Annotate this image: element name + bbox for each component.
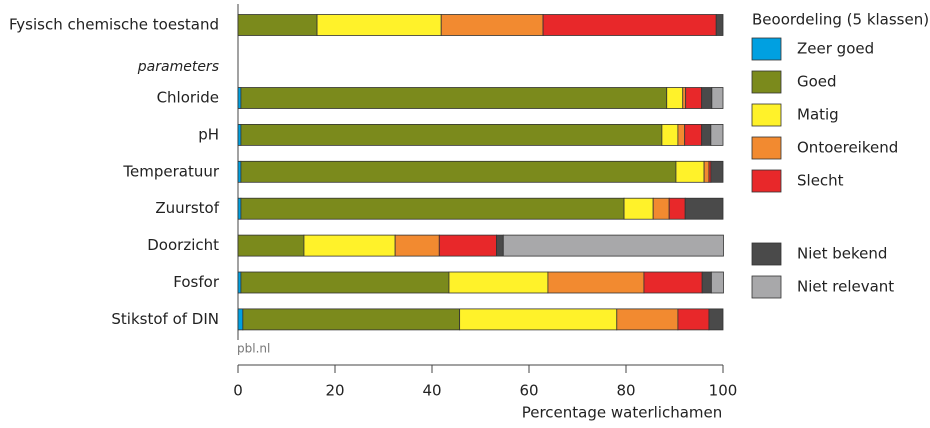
bar-segment xyxy=(677,124,686,146)
y-tick-label: pH xyxy=(198,125,219,143)
x-tick-label: 60 xyxy=(519,382,538,400)
legend-title: Beoordeling (5 klassen) xyxy=(752,11,929,29)
legend-label: Niet relevant xyxy=(797,278,894,296)
x-tick-label: 100 xyxy=(709,382,738,400)
x-tick-label: 0 xyxy=(233,382,243,400)
bar-segment xyxy=(710,124,724,146)
bar-segment xyxy=(502,234,724,257)
section-label: parameters xyxy=(137,59,219,75)
bar-segment xyxy=(448,271,549,294)
bar-segment xyxy=(685,87,703,109)
bar-segment xyxy=(701,271,712,294)
bar-segment xyxy=(710,160,724,183)
bar-segment xyxy=(715,14,724,36)
x-tick-label: 40 xyxy=(422,382,441,400)
bar-segment xyxy=(668,197,686,220)
bar-segment xyxy=(684,124,703,146)
bar-segment xyxy=(652,197,670,220)
legend-swatch xyxy=(751,37,782,61)
bar-segment xyxy=(459,308,618,331)
legend-label: Goed xyxy=(797,73,837,91)
bar-segment xyxy=(242,308,461,331)
x-tick-label: 20 xyxy=(325,382,344,400)
legend-label: Matig xyxy=(797,106,839,124)
legend-swatch xyxy=(751,242,782,266)
bar-segment xyxy=(240,271,450,294)
source: pbl.nl xyxy=(237,342,270,356)
x-axis-title: Percentage waterlichamen xyxy=(522,404,723,422)
bar-segment xyxy=(237,308,244,331)
y-tick-label: Fosfor xyxy=(173,273,220,291)
bar-segment xyxy=(237,124,242,146)
legend-label: Ontoereikend xyxy=(797,139,898,157)
bar-segment xyxy=(708,308,724,331)
y-tick-label: Temperatuur xyxy=(122,162,219,180)
legend-label: Zeer goed xyxy=(797,40,874,58)
bar-segment xyxy=(240,124,663,146)
bar-segment xyxy=(394,234,440,257)
bar-segment xyxy=(623,197,654,220)
bar-segment xyxy=(240,87,668,109)
legend-swatch xyxy=(751,70,782,94)
x-tick-label: 80 xyxy=(616,382,635,400)
bar-segment xyxy=(710,271,724,294)
legend-label: Slecht xyxy=(797,172,844,190)
bar-segment xyxy=(240,197,625,220)
bar-segment xyxy=(496,234,504,257)
bar-segment xyxy=(701,124,712,146)
bar-segment xyxy=(547,271,645,294)
bar-segment xyxy=(240,160,677,183)
bar-segment xyxy=(661,124,679,146)
legend-swatch xyxy=(751,275,782,299)
bar-segment xyxy=(711,87,724,109)
y-tick-label: Zuurstof xyxy=(155,199,219,217)
bar-segment xyxy=(703,160,710,183)
y-tick-label: Chloride xyxy=(157,89,219,107)
y-tick-label: Fysisch chemische toestand xyxy=(9,16,219,34)
legend-swatch xyxy=(751,136,782,160)
bar-segment xyxy=(237,14,318,36)
legend-swatch xyxy=(751,103,782,127)
bar-segment xyxy=(677,308,710,331)
bar-segment xyxy=(684,197,724,220)
bar-segment xyxy=(701,87,713,109)
bar-segment xyxy=(675,160,705,183)
bar-segment xyxy=(666,87,684,109)
bar-segment xyxy=(316,14,442,36)
bar-segment xyxy=(682,87,687,109)
bar-segment xyxy=(237,160,242,183)
bar-segment xyxy=(440,14,544,36)
y-tick-label: Doorzicht xyxy=(147,236,219,254)
legend-swatch xyxy=(751,169,782,193)
bar-segment xyxy=(616,308,679,331)
bar-segment xyxy=(237,271,242,294)
legend-label: Niet bekend xyxy=(797,245,887,263)
bar-segment xyxy=(237,87,242,109)
bar-segment xyxy=(303,234,396,257)
bar-segment xyxy=(237,197,242,220)
bar-segment xyxy=(237,234,305,257)
bar-segment xyxy=(542,14,717,36)
y-tick-label: Stikstof of DIN xyxy=(111,310,219,328)
bar-segment xyxy=(643,271,703,294)
bar-segment xyxy=(438,234,497,257)
